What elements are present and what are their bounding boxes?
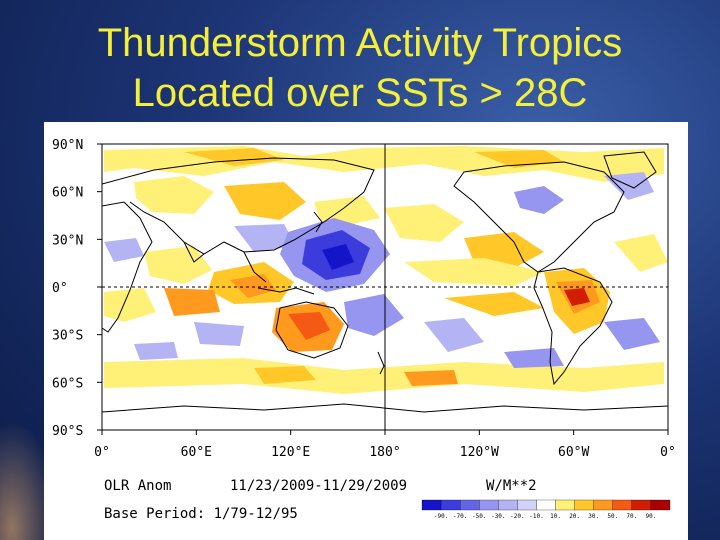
colorbar-swatch — [650, 499, 671, 511]
lon-tick-label: 0° — [660, 445, 676, 460]
coastlines — [102, 151, 668, 413]
colorbar-swatch — [612, 499, 632, 511]
colorbar-swatch — [631, 499, 652, 511]
colorbar-level-label: -20. — [510, 513, 524, 520]
slide-title: Thunderstorm Activity Tropics Located ov… — [0, 18, 720, 118]
colorbar-level-label: 70. — [626, 513, 637, 520]
colorbar: -90. -70. -50. -30. -20. -10. 10. 20. 30. 50. 70. 9… — [421, 499, 671, 520]
colorbar-level-label: 30. — [588, 513, 599, 520]
lat-tick-label: 30°N — [52, 233, 83, 248]
colorbar-swatch — [555, 499, 575, 511]
variable-label: OLR Anom — [104, 478, 171, 494]
title-line-1: Thunderstorm Activity Tropics — [97, 21, 623, 65]
colorbar-swatch — [574, 499, 594, 511]
colorbar-level-label: -90. — [434, 513, 448, 520]
colorbar-swatch — [517, 499, 537, 511]
lat-tick-label: 90°S — [52, 424, 83, 439]
colorbar-swatch — [440, 499, 461, 511]
lat-tick-label: 60°S — [52, 376, 83, 391]
colorbar-level-label: -50. — [472, 513, 486, 520]
colorbar-swatch — [479, 499, 499, 511]
colorbar-level-label: 90. — [646, 513, 657, 520]
base-period-label: Base Period: 1/79-12/95 — [104, 506, 298, 522]
period-label: 11/23/2009-11/29/2009 — [230, 478, 407, 494]
lat-tick-label: 60°N — [52, 186, 83, 201]
olr-anomaly-chart: 90°N 60°N 30°N 0° 30°S 60°S 90°S 0° 60°E 120°E 18… — [44, 122, 688, 540]
colorbar-level-label: 20. — [569, 513, 580, 520]
colorbar-level-label: -10. — [529, 513, 543, 520]
lon-tick-label: 0° — [94, 445, 110, 460]
colorbar-swatch — [498, 499, 518, 511]
lon-tick-label: 180° — [369, 445, 400, 460]
colorbar-level-label: 10. — [550, 513, 561, 520]
colorbar-level-label: -70. — [453, 513, 467, 520]
lat-tick-label: 30°S — [52, 329, 83, 344]
lat-tick-label: 90°N — [52, 138, 83, 153]
lat-tick-label: 0° — [52, 281, 68, 296]
chart-svg: 90°N 60°N 30°N 0° 30°S 60°S 90°S 0° 60°E 120°E 18… — [52, 138, 676, 522]
lon-tick-label: 60°E — [181, 445, 212, 460]
title-line-2: Located over SSTs > 28C — [132, 71, 588, 115]
colorbar-level-label: -30. — [491, 513, 505, 520]
colorbar-swatch — [421, 499, 442, 511]
lon-tick-label: 60°W — [558, 445, 589, 460]
colorbar-level-label: 50. — [607, 513, 618, 520]
lon-tick-label: 120°W — [460, 445, 499, 460]
anomaly-field — [104, 146, 668, 394]
colorbar-swatch — [536, 499, 556, 511]
colorbar-swatch — [460, 499, 480, 511]
colorbar-swatch — [593, 499, 613, 511]
lon-tick-label: 120°E — [271, 445, 310, 460]
units-label: W/M**2 — [486, 478, 537, 494]
